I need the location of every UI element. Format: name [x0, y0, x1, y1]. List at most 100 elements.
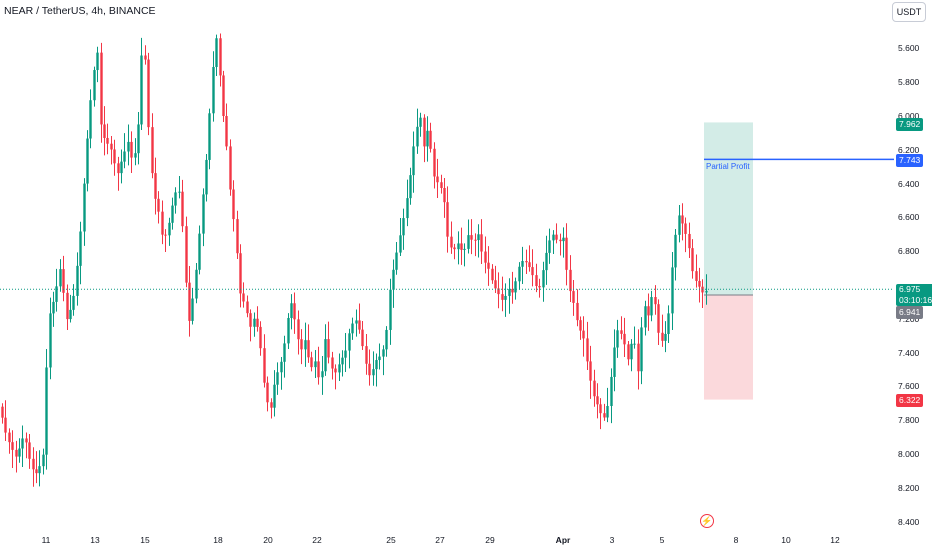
price-tick-label: 6.200 — [898, 144, 920, 155]
price-tick-label: 6.600 — [898, 212, 920, 223]
candle-body — [351, 323, 354, 334]
candle-body — [548, 240, 551, 253]
candle-body — [705, 291, 708, 293]
candle-body — [253, 318, 256, 327]
target-price-badge: 7.962 — [896, 118, 924, 131]
candle-body — [630, 343, 633, 360]
candle-body — [429, 130, 432, 149]
price-tick-label: 8.000 — [898, 449, 920, 459]
time-tick-label: 25 — [386, 535, 396, 545]
candle-body — [25, 438, 28, 443]
price-tick-label: 7.400 — [898, 347, 920, 358]
candle-body — [433, 148, 436, 177]
candle-body — [572, 291, 575, 303]
candle-body — [110, 143, 113, 150]
candle-body — [18, 448, 21, 457]
time-tick-label: 10 — [781, 535, 791, 545]
candle-body — [657, 304, 660, 333]
candle-body — [525, 261, 528, 263]
candle-body — [83, 183, 86, 232]
candle-body — [610, 376, 613, 407]
candle-body — [589, 361, 592, 381]
candle-body — [76, 265, 79, 296]
symbol-title: NEAR / TetherUS, 4h, BINANCE — [4, 5, 156, 17]
candle-body — [474, 239, 477, 241]
candle-body — [664, 334, 667, 341]
candle-body — [106, 137, 109, 144]
candle-body — [650, 297, 653, 316]
candle-body — [409, 175, 412, 199]
candle-body — [470, 235, 473, 240]
candle-body — [266, 382, 269, 403]
candle-body — [491, 268, 494, 281]
candle-body — [501, 294, 504, 300]
candle-body — [521, 261, 524, 267]
candle-body — [399, 235, 402, 253]
candle-body — [273, 384, 276, 408]
candle-body — [52, 301, 55, 314]
candle-body — [1, 406, 4, 418]
candle-body — [344, 350, 347, 358]
candle-body — [151, 127, 154, 174]
candle-body — [497, 288, 500, 295]
candle-body — [480, 234, 483, 252]
candle-body — [385, 329, 388, 350]
time-tick-label: 22 — [312, 535, 322, 545]
candle-body — [596, 396, 599, 405]
time-tick-label: Apr — [555, 535, 571, 545]
candle-body — [467, 235, 470, 249]
candle-body — [314, 361, 317, 368]
lightning-icon[interactable]: ⚡ — [700, 514, 714, 528]
candle-body — [113, 149, 116, 164]
candle-body — [232, 189, 235, 220]
candle-body — [103, 124, 106, 138]
candle-body — [477, 234, 480, 241]
candle-body — [511, 288, 514, 293]
candle-body — [239, 253, 242, 294]
candle-body — [62, 269, 65, 293]
candle-body — [419, 117, 422, 127]
candle-body — [698, 280, 701, 287]
candle-body — [32, 458, 35, 470]
candle-body — [688, 233, 691, 249]
candle-body — [552, 234, 555, 241]
price-tick-label: 6.400 — [898, 178, 920, 189]
candle-body — [361, 329, 364, 347]
candle-body — [242, 293, 245, 302]
candle-body — [559, 239, 562, 242]
candle-body — [147, 59, 150, 128]
price-tick-label: 8.200 — [898, 482, 920, 493]
candle-body — [691, 248, 694, 272]
candle-body — [504, 295, 507, 300]
candle-body — [375, 360, 378, 370]
candle-body — [633, 343, 636, 345]
candle-body — [86, 138, 89, 184]
candle-body — [287, 317, 290, 344]
candle-body — [671, 267, 674, 314]
stop-price-badge: 6.322 — [896, 394, 924, 407]
candle-body — [695, 271, 698, 281]
candle-body — [8, 432, 11, 443]
candle-body — [450, 236, 453, 248]
candle-body — [681, 215, 684, 224]
candle-body — [576, 302, 579, 321]
currency-button[interactable]: USDT — [892, 2, 926, 22]
candle-body — [528, 262, 531, 268]
candle-body — [460, 243, 463, 250]
candle-body — [341, 357, 344, 365]
candle-body — [334, 368, 337, 373]
candle-body — [263, 348, 266, 383]
candle-body — [168, 222, 171, 236]
last-price-value: 6.975 — [899, 284, 921, 294]
candle-body — [535, 275, 538, 287]
candle-body — [123, 151, 126, 162]
candle-body — [59, 269, 62, 287]
time-tick-label: 29 — [485, 535, 495, 545]
time-tick-label: 15 — [140, 535, 150, 545]
candle-body — [219, 38, 222, 76]
candle-body — [134, 153, 137, 158]
candle-body — [674, 234, 677, 268]
candle-body — [355, 320, 358, 324]
